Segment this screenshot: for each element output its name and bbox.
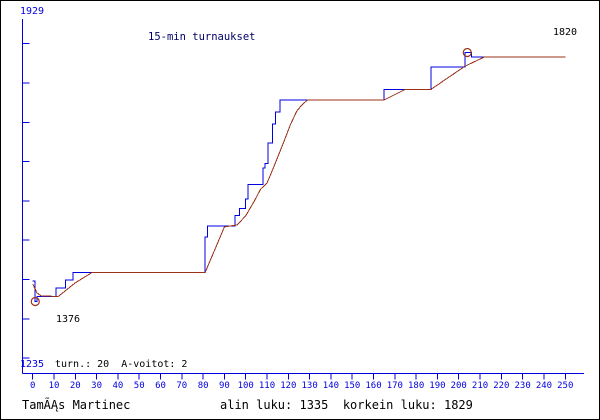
x-tick-label: 30 xyxy=(91,381,102,391)
rating-line xyxy=(32,52,566,302)
start-value-label: 1376 xyxy=(56,314,81,325)
chart-title: 15-min turnaukset xyxy=(148,31,256,43)
x-tick-label: 60 xyxy=(155,381,166,391)
y-axis-min-label: 1235 xyxy=(20,359,45,370)
x-tick-label: 80 xyxy=(198,381,209,391)
x-tick-label: 70 xyxy=(176,381,187,391)
x-tick-label: 190 xyxy=(429,381,445,391)
x-tick-label: 40 xyxy=(112,381,123,391)
x-tick-label: 160 xyxy=(365,381,381,391)
x-tick-label: 250 xyxy=(557,381,573,391)
tournament-info-label: turn.: 20 A-voitot: 2 xyxy=(55,359,188,370)
x-tick-label: 50 xyxy=(134,381,145,391)
min-max-stats-label: alin luku: 1335 korkein luku: 1829 xyxy=(220,398,473,412)
smoothed-rating-line xyxy=(32,56,566,297)
x-tick-label: 230 xyxy=(515,381,531,391)
x-tick-label: 20 xyxy=(70,381,81,391)
x-tick-label: 100 xyxy=(238,381,254,391)
min-rating-marker xyxy=(30,296,40,307)
x-tick-label: 220 xyxy=(493,381,509,391)
max-rating-marker xyxy=(462,47,472,58)
x-tick-label: 240 xyxy=(536,381,552,391)
x-tick-label: 210 xyxy=(472,381,488,391)
x-tick-label: 130 xyxy=(301,381,317,391)
x-tick-label: 110 xyxy=(259,381,275,391)
player-name-label: TamÃĄs Martinec xyxy=(22,398,131,412)
x-tick-label: 10 xyxy=(49,381,60,391)
x-tick-label: 90 xyxy=(219,381,230,391)
x-tick-label: 200 xyxy=(451,381,467,391)
x-tick-label: 120 xyxy=(280,381,296,391)
x-tick-label: 0 xyxy=(30,381,35,391)
x-tick-label: 150 xyxy=(344,381,360,391)
x-tick-label: 180 xyxy=(408,381,424,391)
final-value-label: 1820 xyxy=(553,27,578,38)
y-axis-max-label: 1929 xyxy=(20,6,45,17)
x-tick-label: 140 xyxy=(323,381,339,391)
x-tick-label: 170 xyxy=(387,381,403,391)
